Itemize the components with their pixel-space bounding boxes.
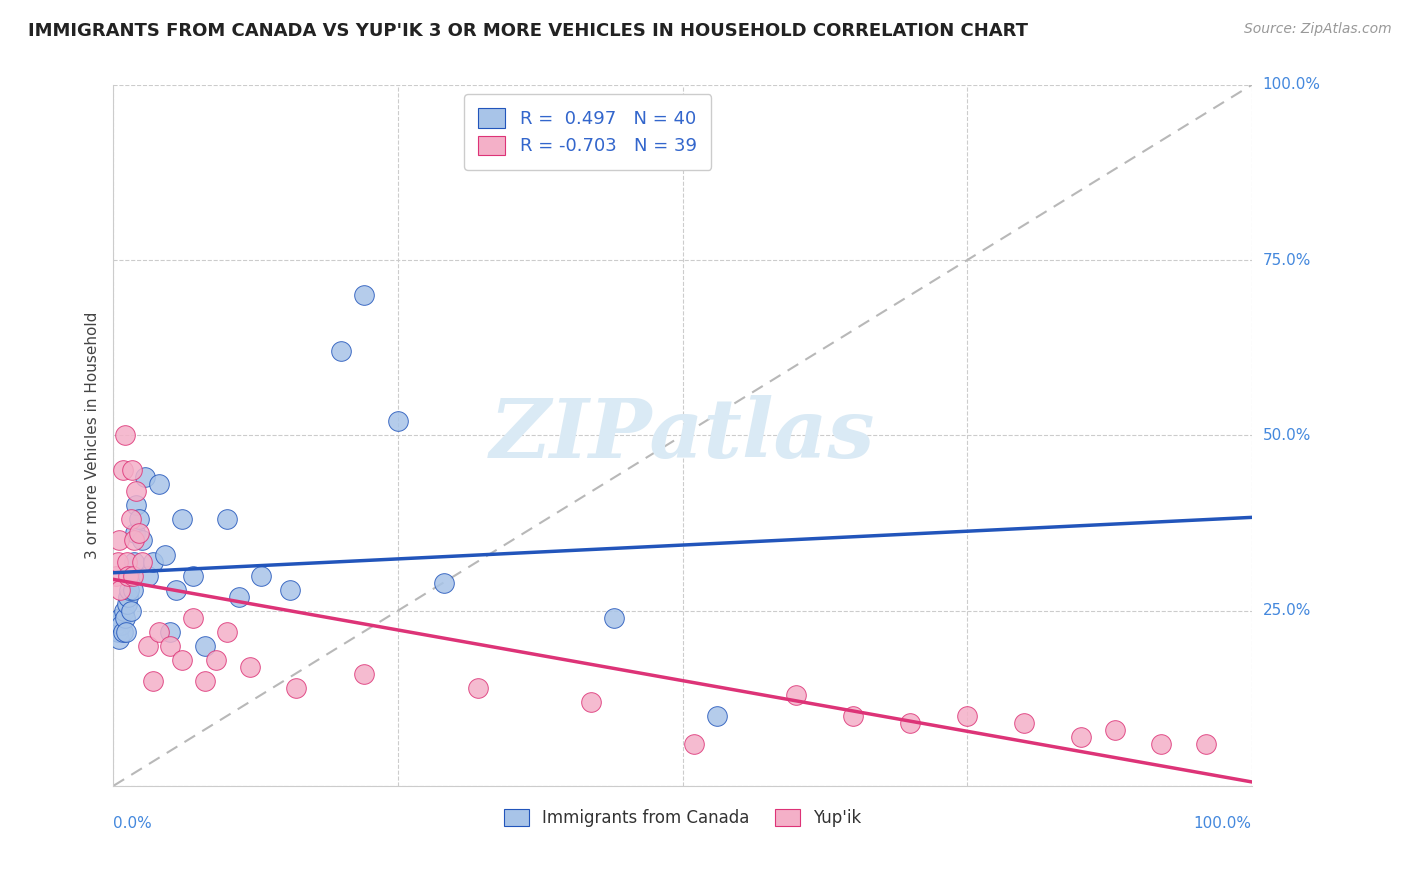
Point bbox=[115, 555, 138, 569]
Point bbox=[170, 512, 193, 526]
Point bbox=[121, 568, 143, 582]
Point bbox=[581, 695, 603, 709]
Y-axis label: 3 or more Vehicles in Household: 3 or more Vehicles in Household bbox=[86, 311, 100, 559]
Point bbox=[110, 617, 132, 632]
Point bbox=[683, 737, 706, 751]
Point bbox=[104, 617, 127, 632]
Text: IMMIGRANTS FROM CANADA VS YUP'IK 3 OR MORE VEHICLES IN HOUSEHOLD CORRELATION CHA: IMMIGRANTS FROM CANADA VS YUP'IK 3 OR MO… bbox=[28, 22, 1028, 40]
Point bbox=[121, 463, 143, 477]
Point bbox=[193, 673, 215, 688]
Point bbox=[128, 512, 150, 526]
Point bbox=[125, 499, 148, 513]
Text: 50.0%: 50.0% bbox=[1263, 428, 1310, 442]
Point bbox=[432, 575, 454, 590]
Point bbox=[239, 659, 262, 673]
Point bbox=[108, 533, 131, 548]
Point bbox=[111, 463, 134, 477]
Point bbox=[128, 526, 150, 541]
Point bbox=[159, 639, 181, 653]
Point bbox=[284, 681, 307, 695]
Text: Source: ZipAtlas.com: Source: ZipAtlas.com bbox=[1244, 22, 1392, 37]
Point bbox=[142, 555, 165, 569]
Point bbox=[353, 666, 375, 681]
Point bbox=[148, 624, 170, 639]
Point bbox=[228, 590, 250, 604]
Point bbox=[387, 414, 409, 428]
Point bbox=[898, 715, 921, 730]
Text: 0.0%: 0.0% bbox=[114, 816, 152, 831]
Point bbox=[193, 639, 215, 653]
Point bbox=[124, 526, 146, 541]
Point bbox=[122, 533, 145, 548]
Point bbox=[104, 568, 127, 582]
Point bbox=[117, 568, 139, 582]
Point bbox=[1104, 723, 1126, 737]
Point bbox=[110, 582, 132, 597]
Text: 25.0%: 25.0% bbox=[1263, 603, 1310, 618]
Point bbox=[117, 590, 139, 604]
Point bbox=[181, 610, 204, 624]
Point bbox=[1012, 715, 1035, 730]
Point bbox=[131, 533, 153, 548]
Point bbox=[136, 568, 159, 582]
Point bbox=[112, 604, 135, 618]
Point bbox=[353, 288, 375, 302]
Point bbox=[330, 344, 353, 359]
Point bbox=[603, 610, 626, 624]
Point bbox=[125, 484, 148, 499]
Point bbox=[181, 568, 204, 582]
Point bbox=[110, 610, 132, 624]
Point bbox=[121, 582, 143, 597]
Point bbox=[136, 639, 159, 653]
Point bbox=[217, 512, 239, 526]
Point bbox=[1149, 737, 1171, 751]
Text: 100.0%: 100.0% bbox=[1263, 78, 1320, 93]
Point bbox=[153, 548, 176, 562]
Point bbox=[250, 568, 273, 582]
Point bbox=[159, 624, 181, 639]
Point bbox=[120, 604, 142, 618]
Point bbox=[142, 673, 165, 688]
Point bbox=[148, 477, 170, 491]
Text: 75.0%: 75.0% bbox=[1263, 252, 1310, 268]
Point bbox=[107, 555, 129, 569]
Point bbox=[956, 708, 979, 723]
Point bbox=[165, 582, 187, 597]
Point bbox=[217, 624, 239, 639]
Point bbox=[120, 512, 142, 526]
Point bbox=[706, 708, 728, 723]
Point bbox=[115, 597, 138, 611]
Point bbox=[1195, 737, 1218, 751]
Point bbox=[114, 428, 136, 442]
Point bbox=[134, 470, 156, 484]
Point bbox=[108, 632, 131, 646]
Point bbox=[115, 624, 138, 639]
Point bbox=[111, 624, 134, 639]
Text: 100.0%: 100.0% bbox=[1194, 816, 1251, 831]
Legend: Immigrants from Canada, Yup'ik: Immigrants from Canada, Yup'ik bbox=[498, 802, 868, 833]
Point bbox=[121, 568, 143, 582]
Point bbox=[1070, 730, 1092, 744]
Point bbox=[205, 652, 228, 666]
Point bbox=[122, 555, 145, 569]
Point bbox=[131, 555, 153, 569]
Point bbox=[107, 624, 129, 639]
Point bbox=[278, 582, 301, 597]
Point bbox=[785, 688, 807, 702]
Text: ZIPatlas: ZIPatlas bbox=[489, 395, 876, 475]
Point bbox=[842, 708, 865, 723]
Point bbox=[467, 681, 489, 695]
Point bbox=[170, 652, 193, 666]
Point bbox=[118, 582, 141, 597]
Point bbox=[114, 610, 136, 624]
